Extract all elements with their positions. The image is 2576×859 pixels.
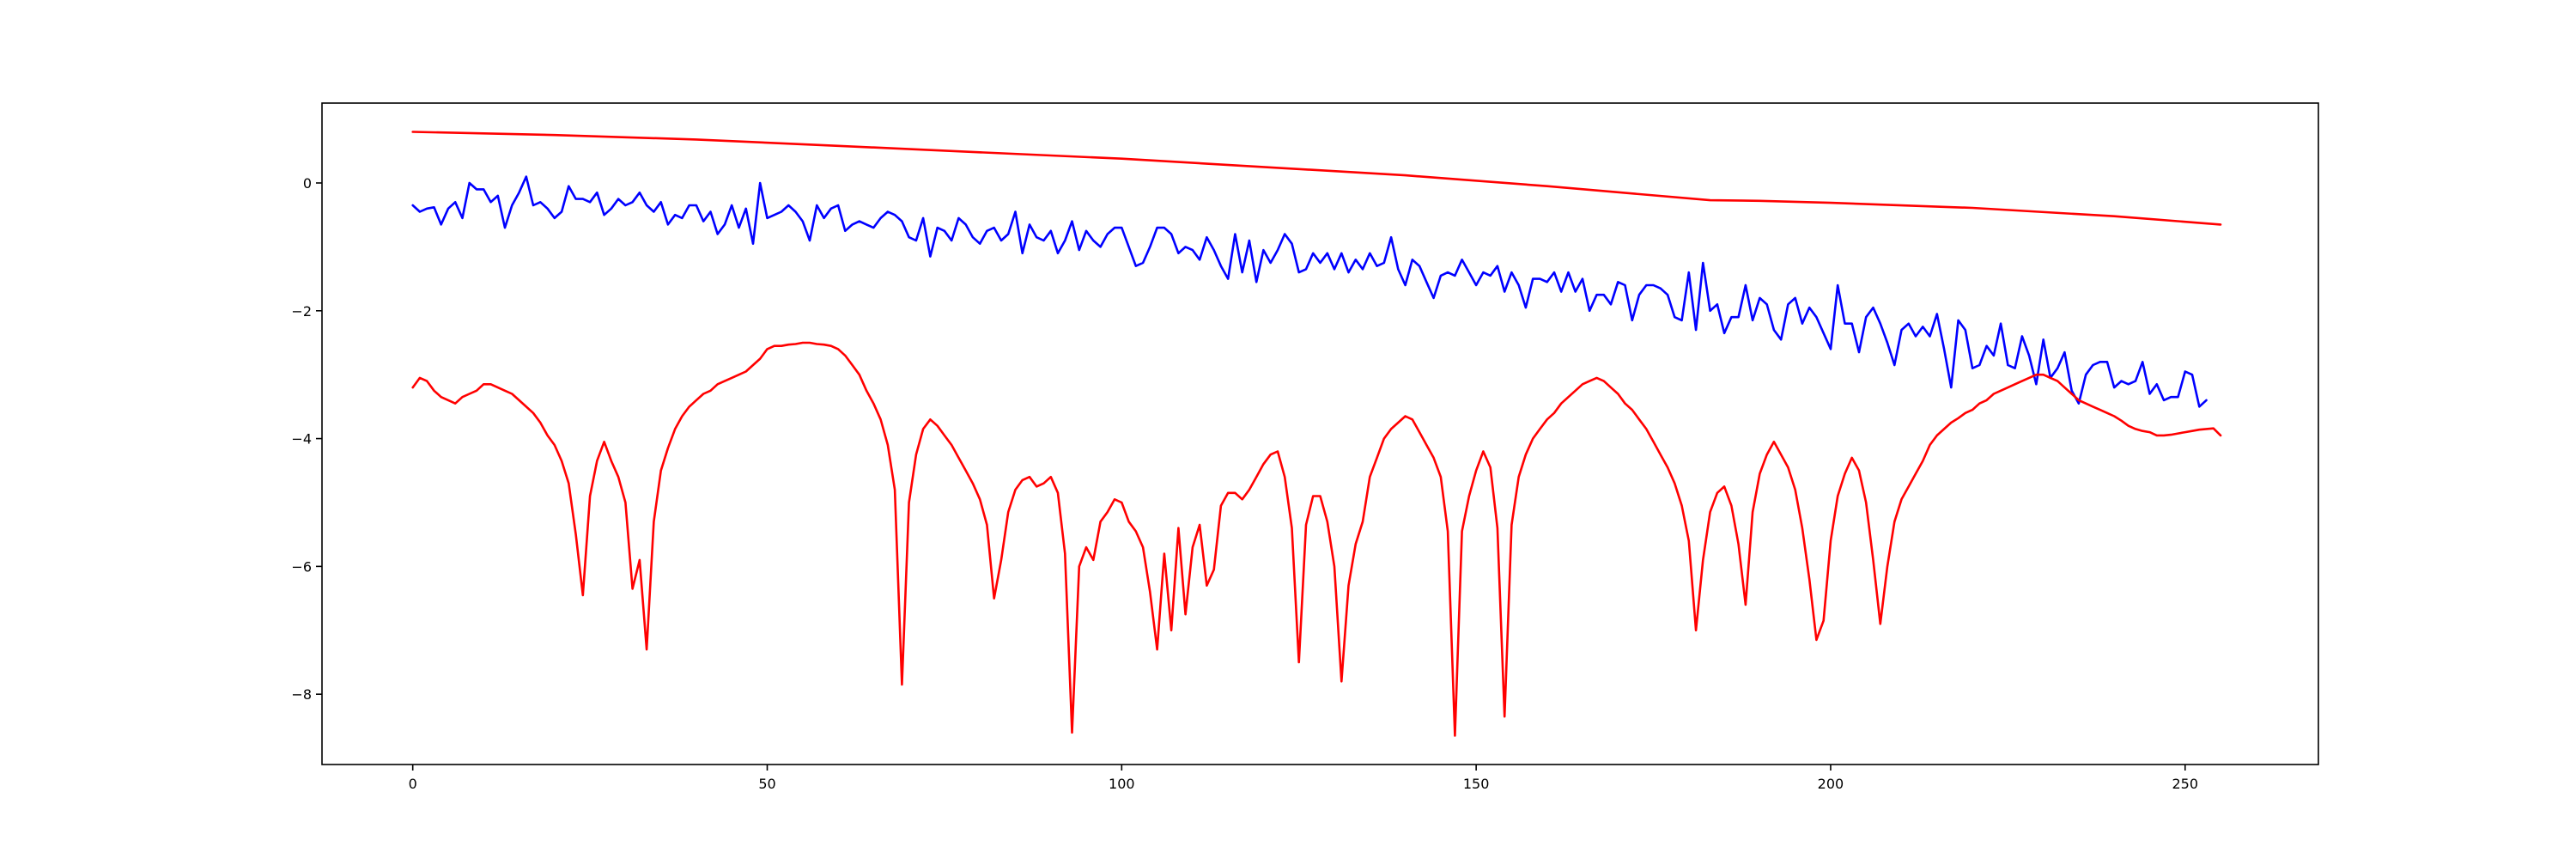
y-tick-label: −4 [291, 431, 312, 448]
y-tick-label: −2 [291, 303, 312, 320]
x-tick-label: 0 [409, 776, 417, 792]
y-axis: 0 −2 −4 −6 −8 [291, 175, 322, 703]
x-tick-label: 250 [2172, 776, 2199, 792]
axes-frame [321, 102, 2319, 765]
series-line-1 [411, 131, 2222, 226]
y-tick-label: −8 [291, 686, 312, 703]
x-axis: 0 50 100 150 200 250 [409, 765, 2198, 792]
y-tick-label: 0 [303, 175, 312, 192]
x-tick-label: 200 [1818, 776, 1844, 792]
x-tick-label: 50 [758, 776, 775, 792]
series-line-3 [411, 341, 2222, 737]
series-layer [411, 131, 2222, 737]
x-tick-label: 150 [1463, 776, 1490, 792]
series-line-2 [411, 175, 2208, 408]
y-tick-label: −6 [291, 558, 312, 575]
x-tick-label: 100 [1109, 776, 1135, 792]
